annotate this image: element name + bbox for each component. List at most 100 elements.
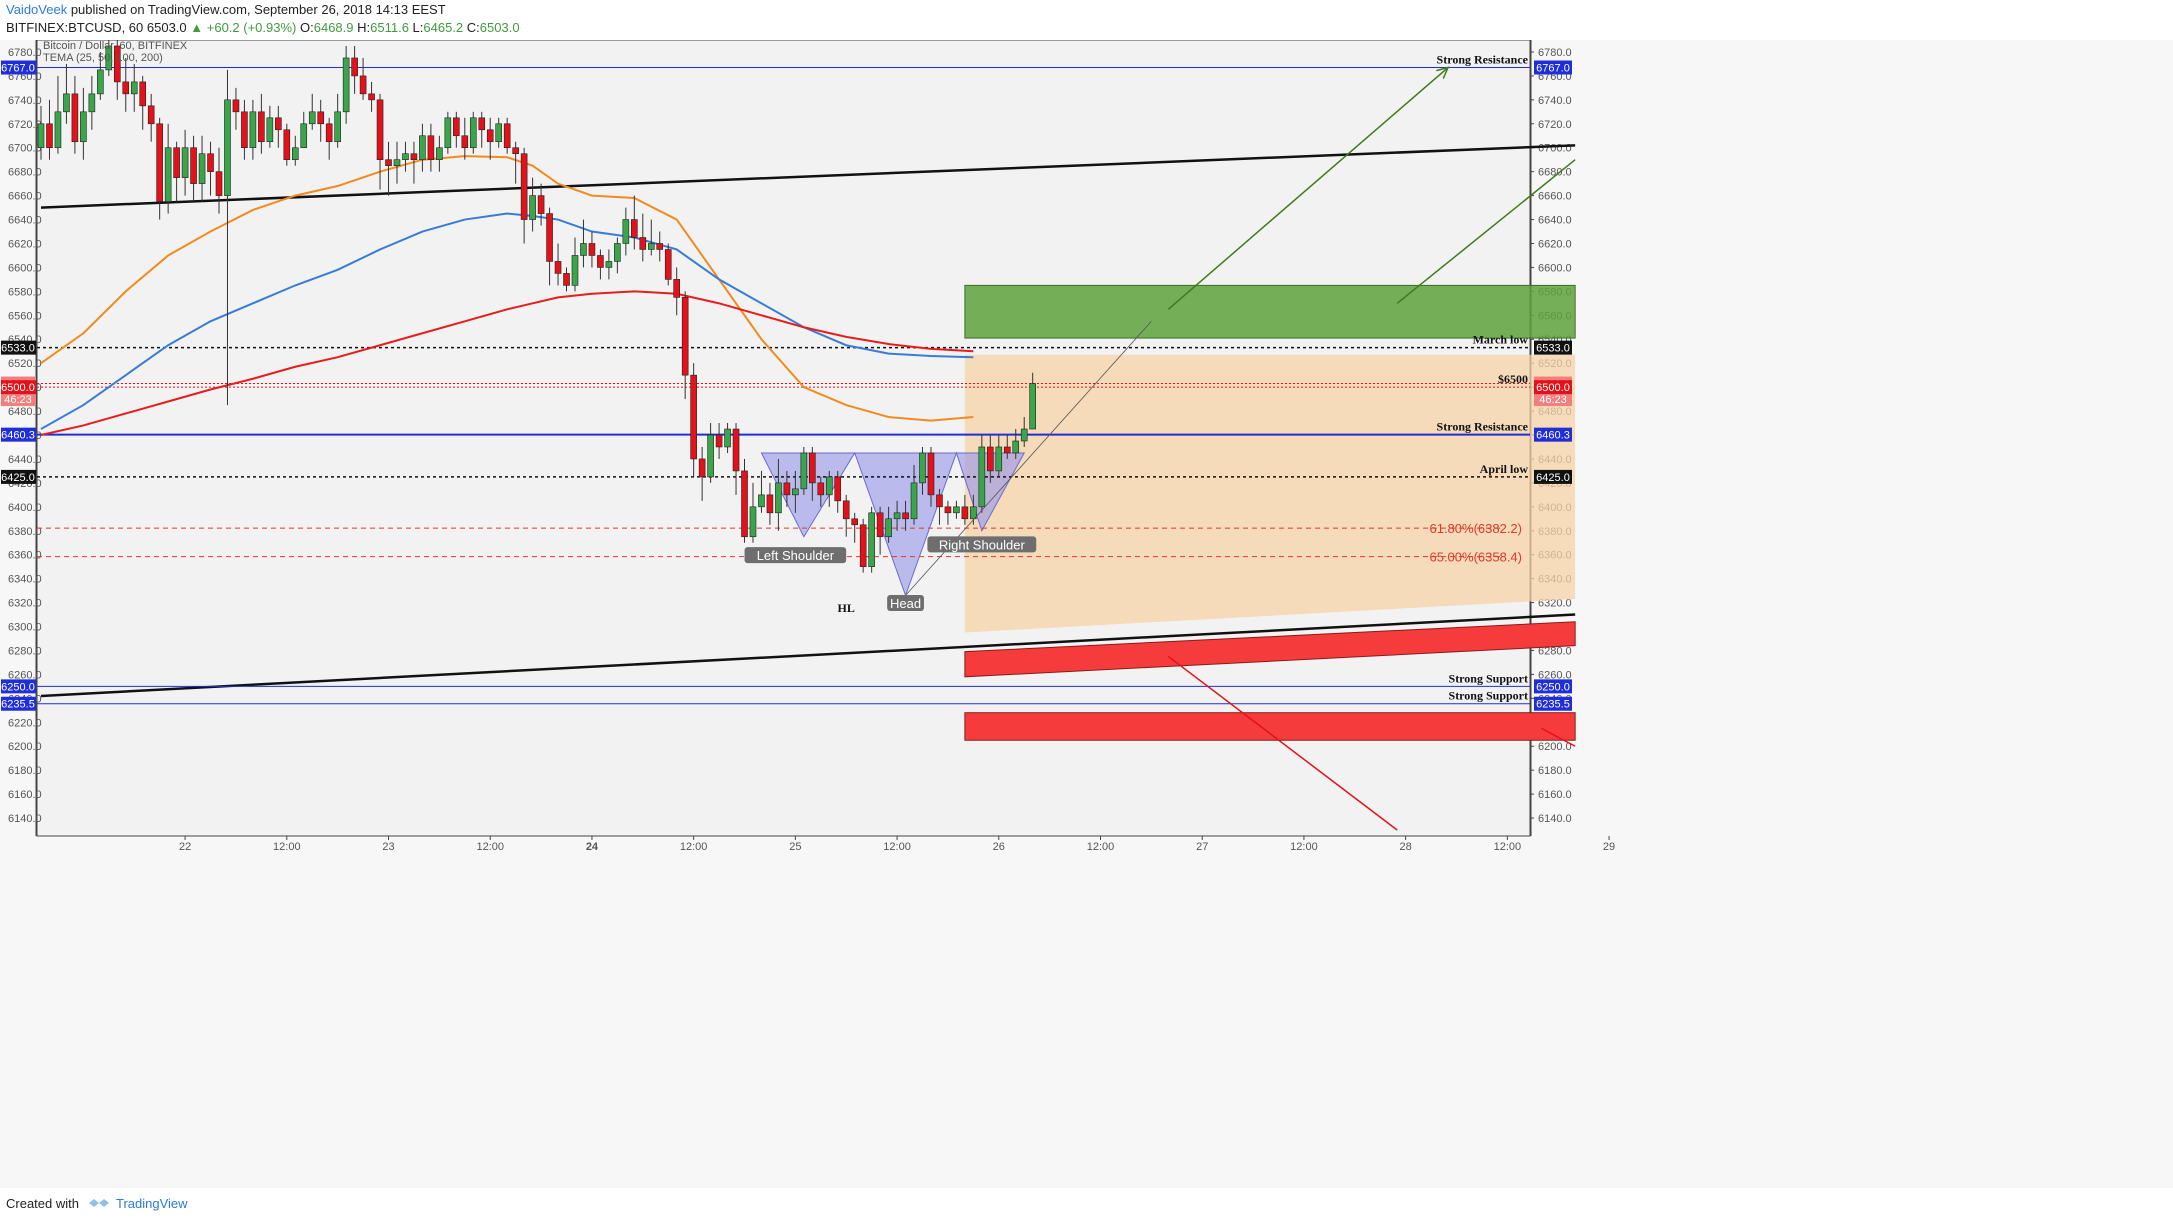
candle [766, 494, 774, 514]
y-tick-right: 6720.0 [1538, 119, 1572, 131]
candle [232, 99, 240, 113]
candle [834, 476, 842, 502]
price-tag-right-text: 6500.0 [1536, 382, 1570, 394]
x-tick-label: 12:00 [273, 841, 301, 853]
price-tag-right [1534, 392, 1572, 407]
candle [410, 153, 418, 160]
candle [241, 111, 248, 149]
price-tag-right-text: 6533.0 [1536, 343, 1570, 355]
y-tick-right: 6740.0 [1538, 95, 1572, 107]
ohlc-high: 6511.6 [370, 20, 409, 35]
candle [868, 512, 875, 567]
symbol-line: BITFINEX:BTCUSD, 60 6503.0 ▲ +60.2 (+0.9… [6, 20, 520, 35]
candle [461, 135, 469, 149]
y-tick-left: 6640.0 [8, 215, 42, 227]
y-tick-left: 6360.0 [8, 550, 42, 562]
x-tick-label: 12:00 [680, 841, 708, 853]
price-tag-right [1534, 60, 1572, 75]
candle [291, 147, 299, 160]
ohlc-open: 6468.9 [313, 20, 354, 35]
candle [944, 506, 952, 514]
x-tick-label: 25 [789, 841, 801, 853]
y-tick-left: 6260.0 [8, 669, 42, 681]
candle [597, 255, 604, 268]
last-price: 6503.0 [146, 20, 187, 35]
y-tick-left: 6220.0 [8, 717, 42, 729]
candle [1029, 383, 1036, 430]
candle [690, 374, 697, 460]
candle [995, 446, 1003, 472]
candle [181, 147, 189, 178]
candle [300, 123, 308, 149]
candle [224, 99, 231, 196]
candle [275, 117, 282, 131]
y-tick-right: 6600.0 [1538, 262, 1572, 274]
tradingview-brand-link[interactable]: TradingView [116, 1196, 188, 1211]
head-label: Head [890, 596, 921, 611]
trendline-2 [40, 613, 1576, 698]
candle [37, 123, 45, 149]
candle [825, 476, 833, 496]
price-chart[interactable]: 6140.0 6140.0 6160.0 6160.0 6180.0 6180.0 6200… [0, 40, 2173, 1188]
candle [266, 117, 274, 143]
arrow-green [1167, 66, 1449, 310]
fib-label: 61.80%(6382.2) [1429, 521, 1522, 536]
y-tick-left: 6280.0 [8, 645, 42, 657]
candle [478, 117, 486, 131]
candle [258, 111, 265, 143]
ohlc-close: 6503.0 [479, 20, 520, 35]
candle [453, 117, 460, 137]
level-label: Strong Resistance [1437, 53, 1529, 67]
left-shoulder-label: Left Shoulder [757, 548, 835, 563]
y-tick-left: 6140.0 [8, 813, 42, 825]
candle [46, 123, 53, 149]
candle [105, 45, 113, 71]
candle [614, 243, 621, 262]
price-tag-right-text: 6250.0 [1536, 681, 1570, 693]
candle [809, 452, 816, 484]
candle [63, 93, 70, 113]
level-label: Strong Resistance [1437, 420, 1529, 434]
candle [334, 111, 341, 143]
level-label: April low [1480, 462, 1529, 476]
y-tick-right: 6160.0 [1538, 789, 1572, 801]
candle [419, 135, 426, 160]
price-tag-right [1534, 469, 1572, 484]
x-tick-label: 24 [586, 841, 599, 853]
candle [97, 69, 104, 95]
candle [749, 506, 757, 538]
candle [622, 219, 630, 244]
candle [656, 243, 664, 250]
candle [893, 512, 901, 520]
target-zone-green [964, 284, 1576, 339]
y-tick-right: 6140.0 [1538, 813, 1572, 825]
candle [54, 111, 62, 149]
candle [342, 57, 350, 113]
x-tick-label: 12:00 [1087, 841, 1115, 853]
candle [978, 446, 986, 508]
right-shoulder-label: Right Shoulder [939, 537, 1026, 552]
candle [436, 147, 443, 160]
candle [987, 446, 994, 472]
price-tag-left [1, 427, 36, 442]
series-line [40, 155, 974, 422]
candle [673, 279, 681, 298]
y-tick-left: 6660.0 [8, 191, 42, 203]
support-zone-red-1 [964, 621, 1576, 678]
author-link[interactable]: VaidoVeek [6, 2, 68, 17]
candle [910, 482, 918, 520]
price-tag-right-text: 6460.3 [1536, 430, 1570, 442]
candle [554, 261, 562, 274]
y-tick-left: 6600.0 [8, 262, 42, 274]
candle [173, 147, 180, 178]
created-with-text: Created with [6, 1196, 79, 1211]
candle [469, 117, 477, 149]
target-zone-orange [964, 354, 1576, 633]
candle [919, 452, 926, 484]
candle [571, 255, 579, 286]
candle [800, 452, 808, 490]
candle [724, 428, 731, 448]
y-tick-left: 6480.0 [8, 406, 42, 418]
y-tick-right: 6320.0 [1538, 598, 1572, 610]
level-label: Strong Support [1449, 671, 1528, 685]
